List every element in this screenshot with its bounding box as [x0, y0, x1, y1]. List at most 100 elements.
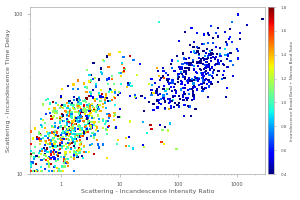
Point [201, 50, 206, 53]
Point [177, 101, 182, 104]
Point [226, 54, 231, 57]
Point [38, 132, 43, 135]
Point [65, 113, 70, 117]
Point [48, 111, 53, 115]
Point [72, 99, 76, 102]
Point [96, 114, 101, 117]
Point [47, 169, 52, 172]
Point [118, 82, 123, 86]
Point [103, 95, 108, 98]
Point [29, 164, 34, 168]
Point [228, 52, 233, 55]
Point [70, 123, 74, 126]
Point [41, 146, 46, 150]
Point [37, 130, 42, 133]
Point [56, 154, 61, 157]
Point [156, 75, 161, 78]
Point [117, 51, 122, 54]
Point [214, 53, 219, 56]
Point [218, 54, 222, 57]
Point [112, 97, 117, 100]
Point [58, 134, 63, 137]
Point [76, 116, 81, 119]
Point [244, 23, 249, 27]
Point [82, 151, 87, 154]
Point [89, 79, 94, 82]
Point [29, 163, 34, 166]
Point [66, 141, 71, 144]
Point [101, 126, 106, 129]
Point [66, 105, 70, 108]
Point [39, 153, 44, 156]
Point [137, 63, 142, 66]
Point [67, 126, 72, 130]
Point [48, 142, 52, 145]
Point [86, 113, 91, 116]
Point [72, 106, 77, 109]
Point [56, 134, 60, 137]
Point [62, 110, 67, 113]
Point [75, 156, 80, 159]
Point [46, 155, 51, 158]
Point [174, 147, 179, 150]
Point [97, 117, 101, 120]
Point [32, 145, 37, 148]
Point [196, 47, 201, 50]
Point [204, 64, 209, 67]
Point [107, 113, 112, 116]
Point [75, 154, 80, 157]
Point [70, 140, 75, 143]
Point [191, 82, 196, 85]
Point [198, 59, 203, 63]
Point [61, 136, 65, 139]
Point [31, 151, 36, 154]
Point [86, 102, 91, 105]
Point [161, 94, 166, 97]
Point [107, 116, 112, 120]
Point [83, 126, 88, 129]
Point [122, 67, 126, 70]
Point [58, 117, 63, 120]
Point [63, 160, 68, 163]
Point [172, 106, 176, 109]
Point [78, 140, 82, 143]
Point [113, 103, 118, 106]
Point [102, 59, 106, 63]
Point [58, 141, 62, 144]
Point [46, 132, 50, 135]
Point [59, 104, 64, 107]
Point [70, 126, 75, 129]
Point [62, 104, 67, 107]
Point [50, 169, 54, 172]
Point [29, 169, 34, 172]
Point [51, 152, 56, 156]
Point [64, 124, 69, 127]
Point [99, 89, 104, 92]
Point [29, 152, 34, 156]
Point [201, 75, 206, 78]
Point [70, 136, 75, 140]
Point [184, 72, 189, 75]
Point [65, 161, 70, 165]
Point [50, 169, 55, 172]
Point [134, 73, 139, 77]
Point [218, 53, 223, 56]
Point [79, 115, 84, 118]
Point [83, 124, 88, 127]
Point [180, 94, 185, 97]
Point [85, 108, 90, 111]
Point [141, 109, 146, 113]
Point [185, 80, 190, 83]
Y-axis label: Scattering - Incandescence Time Delay: Scattering - Incandescence Time Delay [6, 29, 10, 152]
Point [77, 151, 82, 154]
Point [112, 113, 117, 116]
Point [29, 169, 34, 172]
Point [100, 72, 104, 75]
Point [32, 155, 37, 158]
Point [113, 89, 118, 92]
Point [43, 168, 47, 171]
Point [187, 63, 192, 66]
Point [67, 110, 72, 113]
Point [83, 150, 88, 153]
Point [86, 80, 91, 83]
